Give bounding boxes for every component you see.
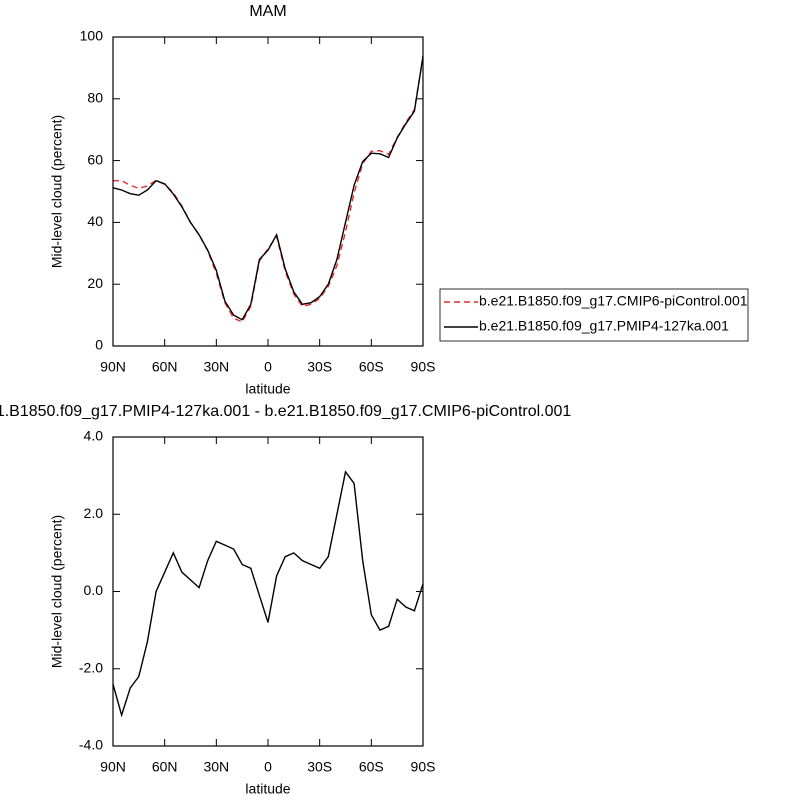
x-axis-label: latitude: [245, 381, 290, 397]
x-tick-label: 0: [264, 359, 272, 375]
y-tick-label: 40: [87, 213, 103, 229]
x-tick-label: 30S: [307, 359, 332, 375]
y-tick-label: 100: [80, 28, 104, 44]
y-tick-label: 2.0: [84, 505, 104, 521]
x-axis-label: latitude: [245, 781, 290, 797]
x-tick-label: 60S: [359, 359, 384, 375]
y-tick-label: 4.0: [84, 428, 104, 444]
y-axis-label: Mid-level cloud (percent): [49, 115, 65, 268]
y-tick-label: 20: [87, 275, 103, 291]
x-tick-label: 90S: [411, 759, 436, 775]
legend-box: [439, 288, 749, 342]
data-line: [112, 470, 424, 718]
x-tick-label: 30S: [307, 759, 332, 775]
x-tick-label: 60S: [359, 759, 384, 775]
data-line: [112, 56, 424, 321]
x-tick-label: 90N: [100, 359, 126, 375]
y-axis-label: Mid-level cloud (percent): [49, 515, 65, 668]
plot-frame: [112, 436, 424, 747]
data-line: [113, 56, 424, 323]
x-tick-label: 90N: [100, 759, 126, 775]
x-tick-label: 90S: [411, 359, 436, 375]
x-tick-label: 60N: [152, 759, 178, 775]
y-tick-label: 60: [87, 151, 103, 167]
x-tick-label: 0: [264, 759, 272, 775]
y-tick-label: 0.0: [84, 582, 104, 598]
legend-label: b.e21.B1850.f09_g17.CMIP6-piControl.001: [479, 293, 748, 309]
x-tick-label: 30N: [203, 359, 229, 375]
chart-title: MAM: [249, 3, 286, 20]
x-tick-label: 30N: [203, 759, 229, 775]
legend-label: b.e21.B1850.f09_g17.PMIP4-127ka.001: [479, 318, 729, 334]
plot-frame: [112, 36, 424, 347]
x-tick-label: 60N: [152, 359, 178, 375]
y-tick-label: -2.0: [79, 659, 103, 675]
y-tick-label: 80: [87, 90, 103, 106]
y-tick-label: -4.0: [79, 737, 103, 753]
y-tick-label: 0: [95, 337, 103, 353]
chart-title: b.e21.B1850.f09_g17.PMIP4-127ka.001 - b.…: [0, 403, 571, 420]
